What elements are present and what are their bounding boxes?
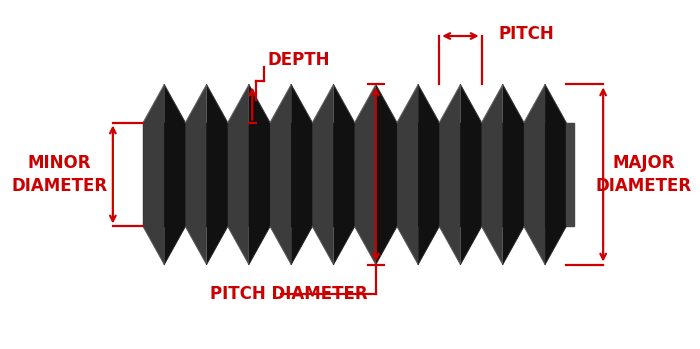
Text: DEPTH: DEPTH: [267, 51, 330, 69]
Polygon shape: [143, 84, 164, 265]
Polygon shape: [291, 84, 312, 265]
Text: MAJOR
DIAMETER: MAJOR DIAMETER: [596, 154, 692, 195]
Polygon shape: [503, 84, 524, 265]
Polygon shape: [206, 84, 228, 265]
Polygon shape: [186, 84, 206, 265]
Polygon shape: [482, 84, 503, 265]
Polygon shape: [143, 122, 566, 227]
Polygon shape: [249, 84, 270, 265]
Text: MINOR
DIAMETER: MINOR DIAMETER: [11, 154, 107, 195]
Polygon shape: [440, 84, 461, 265]
Polygon shape: [228, 84, 249, 265]
Polygon shape: [418, 84, 440, 265]
Polygon shape: [270, 84, 291, 265]
Polygon shape: [355, 84, 376, 265]
Polygon shape: [566, 122, 574, 227]
Polygon shape: [545, 84, 566, 265]
Polygon shape: [312, 84, 333, 265]
Polygon shape: [397, 84, 418, 265]
Polygon shape: [333, 84, 355, 265]
Polygon shape: [524, 84, 545, 265]
Polygon shape: [376, 84, 397, 265]
Text: PITCH: PITCH: [498, 25, 554, 43]
Polygon shape: [164, 84, 186, 265]
Text: PITCH DIAMETER: PITCH DIAMETER: [210, 285, 368, 303]
Polygon shape: [461, 84, 482, 265]
